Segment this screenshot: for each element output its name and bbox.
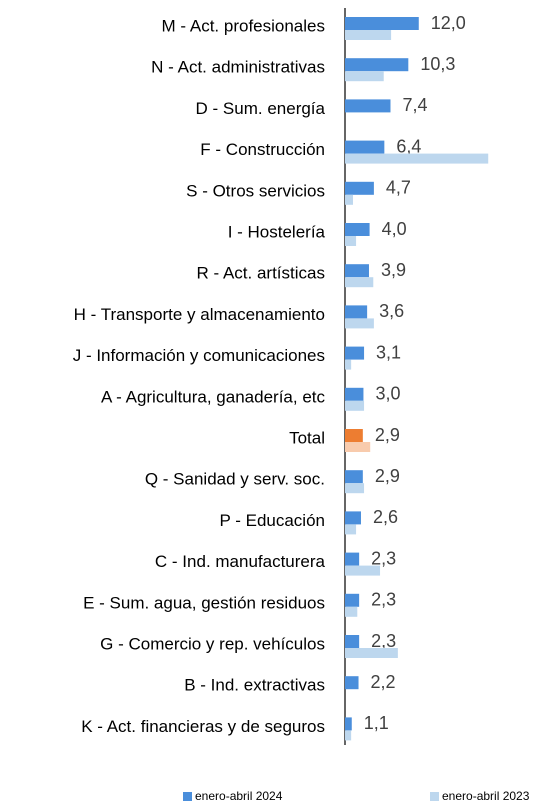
bar	[345, 277, 374, 288]
legend-label: enero-abril 2024	[195, 789, 283, 803]
value-label: 2,3	[371, 590, 396, 610]
category-label: D - Sum. energía	[196, 99, 326, 118]
bar	[345, 223, 370, 236]
value-label: 2,9	[375, 425, 400, 445]
bar	[345, 483, 365, 494]
bar	[345, 58, 409, 72]
value-label: 1,1	[364, 713, 389, 733]
category-label: C - Ind. manufacturera	[155, 552, 326, 571]
bar	[345, 429, 363, 442]
value-label: 3,0	[375, 384, 400, 404]
bar	[345, 318, 374, 329]
value-label: 10,3	[420, 54, 455, 74]
bar	[345, 71, 384, 82]
value-label: 4,7	[386, 178, 411, 198]
bar	[345, 30, 392, 40]
legend-swatch	[183, 792, 192, 801]
legend-label: enero-abril 2023	[442, 789, 530, 803]
category-label: E - Sum. agua, gestión residuos	[83, 593, 325, 612]
bar	[345, 730, 352, 741]
category-label: J - Información y comunicaciones	[73, 346, 325, 365]
category-label: M - Act. profesionales	[162, 16, 325, 35]
bar	[345, 387, 364, 401]
bar	[345, 524, 357, 535]
bar	[345, 346, 365, 360]
bar	[345, 359, 352, 370]
bar	[345, 236, 357, 246]
value-label: 2,2	[371, 672, 396, 692]
bar	[345, 181, 374, 195]
category-label: P - Educación	[219, 511, 325, 530]
category-label: N - Act. administrativas	[151, 58, 325, 77]
value-label: 2,6	[373, 507, 398, 527]
category-label: K - Act. financieras y de seguros	[81, 717, 325, 736]
value-label: 6,4	[396, 136, 421, 156]
bar	[345, 194, 353, 205]
category-label: G - Comercio y rep. vehículos	[100, 634, 325, 653]
value-label: 2,9	[375, 466, 400, 486]
bar	[345, 470, 363, 484]
bar	[345, 676, 359, 690]
bar	[345, 153, 489, 164]
bar	[345, 648, 398, 658]
category-label: F - Construcción	[200, 140, 325, 159]
bar	[345, 635, 360, 648]
bar	[345, 140, 385, 154]
bar	[345, 606, 358, 617]
value-label: 2,3	[371, 631, 396, 651]
bar	[345, 717, 352, 731]
category-label: A - Agricultura, ganadería, etc	[101, 387, 325, 406]
bar	[345, 400, 365, 411]
bar	[345, 17, 419, 30]
category-label: R - Act. artísticas	[197, 264, 325, 283]
value-label: 3,6	[379, 301, 404, 321]
category-label: B - Ind. extractivas	[184, 676, 325, 695]
value-label: 12,0	[431, 13, 466, 33]
value-label: 2,3	[371, 548, 396, 568]
bar	[345, 305, 368, 319]
value-label: 7,4	[402, 95, 427, 115]
category-label: Q - Sanidad y serv. soc.	[145, 470, 325, 489]
value-label: 3,9	[381, 260, 406, 280]
value-label: 3,1	[376, 342, 401, 362]
bar	[345, 442, 371, 452]
bar	[345, 565, 381, 576]
legend-swatch	[430, 792, 439, 801]
category-label: I - Hostelería	[228, 222, 326, 241]
category-label: H - Transporte y almacenamiento	[74, 305, 325, 324]
value-label: 4,0	[382, 219, 407, 239]
bar	[345, 552, 360, 566]
bar	[345, 264, 369, 278]
bar	[345, 99, 391, 113]
bar	[345, 511, 361, 525]
bar	[345, 593, 360, 607]
category-label: Total	[289, 428, 325, 447]
category-label: S - Otros servicios	[186, 181, 325, 200]
